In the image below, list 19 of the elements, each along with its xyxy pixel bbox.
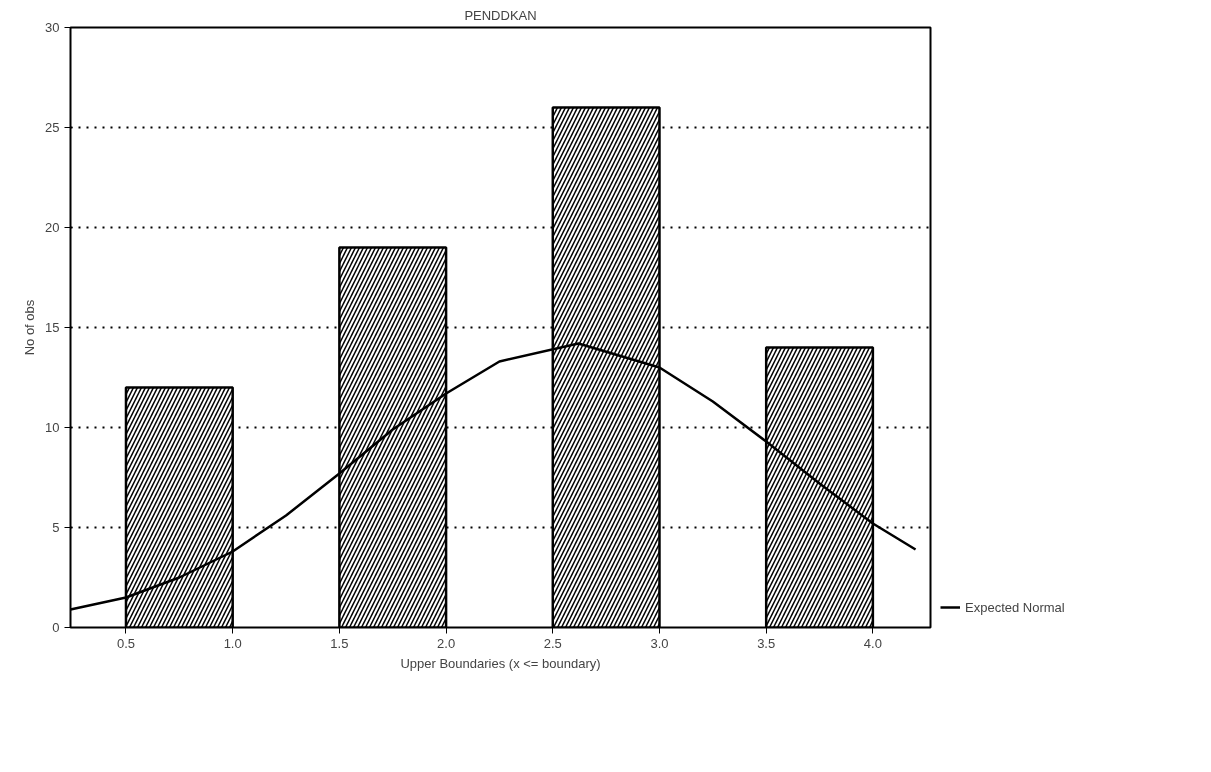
x-tick-label: 1.5 (330, 635, 349, 651)
x-tick-label: 3.0 (650, 635, 669, 651)
x-tick-label: 2.5 (543, 635, 562, 651)
legend-label: Expected Normal (965, 599, 1065, 615)
y-axis-title: No of obs (22, 299, 38, 356)
y-tick-label: 15 (45, 320, 60, 335)
y-tick-label: 30 (45, 20, 60, 35)
y-tick-label: 0 (52, 620, 60, 635)
x-axis-title: Upper Boundaries (x <= boundary) (400, 655, 601, 671)
x-tick-label: 3.5 (757, 635, 776, 651)
x-tick-label: 1.0 (223, 635, 242, 651)
y-tick-label: 10 (45, 420, 60, 435)
x-tick-label: 2.0 (437, 635, 456, 651)
y-tick-label: 25 (45, 120, 60, 135)
x-tick-label: 0.5 (116, 635, 136, 651)
chart-title: PENDDKAN (464, 7, 537, 23)
y-tick-label: 20 (45, 220, 60, 235)
x-tick-label: 4.0 (863, 635, 882, 651)
y-tick-label: 5 (52, 520, 60, 535)
